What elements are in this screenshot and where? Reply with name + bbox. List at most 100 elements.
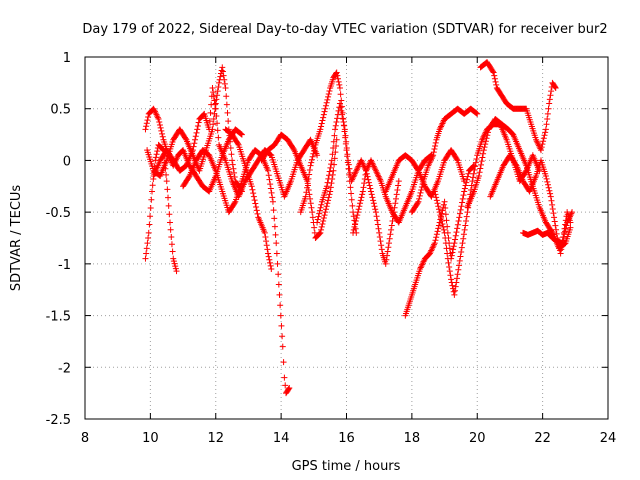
data-point [193, 129, 200, 136]
data-point [440, 119, 447, 126]
data-point [342, 132, 349, 139]
data-point [216, 79, 223, 86]
data-point [455, 266, 462, 273]
data-point [320, 114, 327, 121]
data-point [428, 156, 435, 163]
data-point [146, 221, 153, 228]
data-point [365, 179, 372, 186]
data-point [229, 161, 236, 168]
data-point [192, 136, 199, 143]
data-point [391, 204, 398, 211]
data-point [382, 260, 389, 267]
data-point [358, 158, 365, 165]
data-point [165, 194, 172, 201]
data-point [306, 191, 313, 198]
data-point [145, 229, 152, 236]
data-point [369, 194, 376, 201]
data-point [437, 124, 444, 131]
data-point [323, 183, 330, 190]
data-point [325, 172, 332, 179]
data-point [309, 209, 316, 216]
data-point [227, 138, 234, 145]
data-point [308, 159, 315, 166]
data-point [225, 118, 232, 125]
data-point [322, 105, 329, 112]
data-point [163, 171, 170, 178]
data-point [553, 226, 560, 233]
data-point [254, 210, 261, 217]
data-point [562, 225, 569, 232]
data-point [441, 198, 448, 205]
data-point [438, 121, 445, 128]
data-point [451, 291, 458, 298]
data-point [533, 138, 540, 145]
data-point [537, 145, 544, 152]
data-point [365, 176, 372, 183]
data-point [425, 161, 432, 168]
data-point [551, 218, 558, 225]
data-point [460, 231, 467, 238]
data-point [354, 166, 361, 173]
data-point [355, 163, 362, 170]
data-point [542, 126, 549, 133]
data-point [234, 140, 241, 147]
data-point [152, 108, 159, 115]
data-point [302, 193, 309, 200]
data-point [147, 213, 154, 220]
data-point [349, 202, 356, 209]
data-point [542, 129, 549, 136]
data-point [307, 200, 314, 207]
data-point [472, 159, 479, 166]
data-point [167, 226, 174, 233]
data-point [223, 93, 230, 100]
data-point [168, 241, 175, 248]
data-point [457, 253, 464, 260]
data-point [144, 117, 151, 124]
data-point [440, 223, 447, 230]
data-point [546, 187, 553, 194]
data-point [336, 81, 343, 88]
data-point [460, 192, 467, 199]
data-point [304, 180, 311, 187]
data-point [544, 181, 551, 188]
series-s16 [477, 59, 559, 154]
data-point [538, 144, 545, 151]
y-tick-label: 0.5 [50, 103, 71, 118]
data-point [212, 101, 219, 108]
data-point [371, 164, 378, 171]
data-point [195, 119, 202, 126]
data-point [149, 188, 156, 195]
data-point [559, 237, 566, 244]
data-point [338, 97, 345, 104]
data-point [470, 174, 477, 181]
data-point [544, 116, 551, 123]
data-point [459, 199, 466, 206]
data-point [361, 180, 368, 187]
data-point [169, 248, 176, 255]
data-point [351, 170, 358, 177]
data-point [280, 359, 287, 366]
data-point [480, 133, 487, 140]
data-point [340, 119, 347, 126]
data-point [548, 197, 555, 204]
data-point [341, 122, 348, 129]
data-point [453, 156, 460, 163]
data-point [564, 219, 571, 226]
data-point [362, 171, 369, 178]
data-point [215, 83, 222, 90]
data-point [458, 203, 465, 210]
data-point [462, 222, 469, 229]
data-point [215, 134, 222, 141]
data-point [426, 159, 433, 166]
data-point [444, 250, 451, 257]
data-point [323, 99, 330, 106]
data-point [308, 156, 315, 163]
data-point [374, 217, 381, 224]
data-point [316, 210, 323, 217]
data-point [272, 231, 279, 238]
data-point [569, 209, 576, 216]
data-point [436, 126, 443, 133]
data-point [428, 247, 435, 254]
data-point [355, 206, 362, 213]
